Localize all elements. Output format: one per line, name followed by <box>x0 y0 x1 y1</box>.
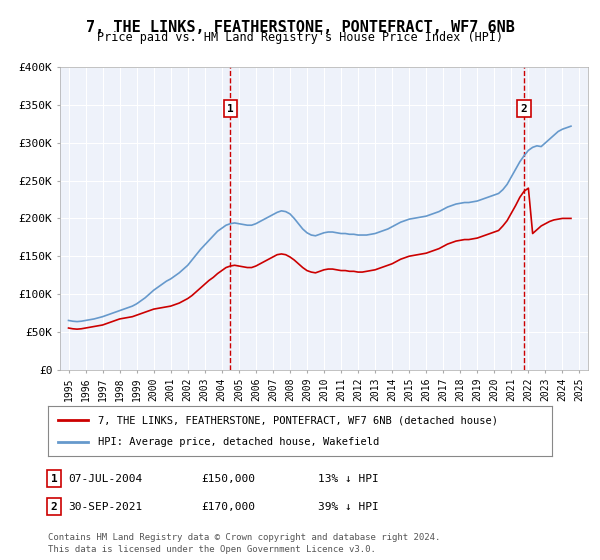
Text: 07-JUL-2004: 07-JUL-2004 <box>68 474 142 484</box>
Text: 2: 2 <box>521 104 527 114</box>
Text: Price paid vs. HM Land Registry's House Price Index (HPI): Price paid vs. HM Land Registry's House … <box>97 31 503 44</box>
Text: 39% ↓ HPI: 39% ↓ HPI <box>317 502 379 512</box>
Text: 7, THE LINKS, FEATHERSTONE, PONTEFRACT, WF7 6NB: 7, THE LINKS, FEATHERSTONE, PONTEFRACT, … <box>86 20 514 35</box>
Text: Contains HM Land Registry data © Crown copyright and database right 2024.: Contains HM Land Registry data © Crown c… <box>48 533 440 542</box>
Text: £150,000: £150,000 <box>201 474 255 484</box>
Text: HPI: Average price, detached house, Wakefield: HPI: Average price, detached house, Wake… <box>98 437 380 447</box>
Text: This data is licensed under the Open Government Licence v3.0.: This data is licensed under the Open Gov… <box>48 545 376 554</box>
Text: 1: 1 <box>227 104 233 114</box>
Text: £170,000: £170,000 <box>201 502 255 512</box>
Text: 1: 1 <box>50 474 58 484</box>
Text: 13% ↓ HPI: 13% ↓ HPI <box>317 474 379 484</box>
Text: 30-SEP-2021: 30-SEP-2021 <box>68 502 142 512</box>
Text: 2: 2 <box>50 502 58 512</box>
Text: 7, THE LINKS, FEATHERSTONE, PONTEFRACT, WF7 6NB (detached house): 7, THE LINKS, FEATHERSTONE, PONTEFRACT, … <box>98 415 499 425</box>
